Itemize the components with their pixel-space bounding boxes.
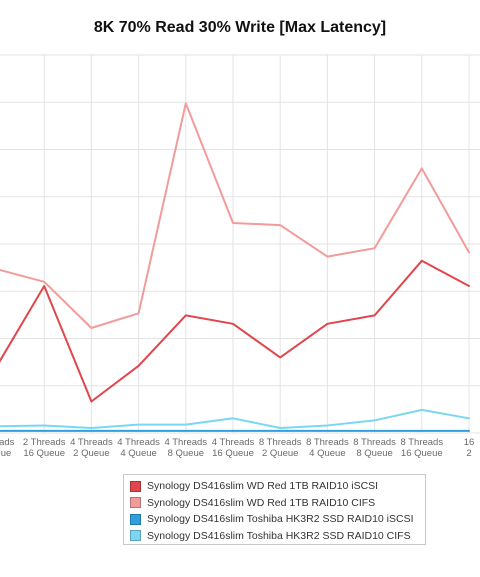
legend-label: Synology DS416slim Toshiba HK3R2 SSD RAI… (147, 513, 414, 526)
legend-label: Synology DS416slim WD Red 1TB RAID10 CIF… (147, 496, 376, 509)
chart-title: 8K 70% Read 30% Write [Max Latency] (93, 19, 387, 36)
x-tick-label: 8 Queue (168, 448, 204, 459)
x-tick-label: 4 Threads (70, 437, 113, 448)
legend-item[interactable]: Synology DS416slim WD Red 1TB RAID10 CIF… (130, 495, 425, 512)
x-tick-label: 16 Queue (23, 448, 65, 459)
x-tick-label: 8 Threads (306, 437, 349, 448)
x-tick-label: 4 Queue (120, 448, 156, 459)
x-tick-label: 16 (464, 437, 475, 448)
x-tick-label: 2 Threads (23, 437, 66, 448)
legend-label: Synology DS416slim Toshiba HK3R2 SSD RAI… (147, 529, 411, 542)
x-tick-label: 4 Threads (212, 437, 255, 448)
legend-item[interactable]: Synology DS416slim Toshiba HK3R2 SSD RAI… (130, 528, 425, 545)
legend-swatch (130, 513, 141, 525)
x-tick-label: 2 Queue (262, 448, 298, 459)
x-tick-label: 8 Threads (353, 437, 396, 448)
legend-label: Synology DS416slim WD Red 1TB RAID10 iSC… (147, 480, 379, 493)
legend-swatch (130, 497, 141, 509)
legend-swatch (130, 530, 141, 542)
series-line-4 (0, 408, 470, 429)
x-tick-label: 4 Threads (117, 437, 160, 448)
x-tick-label: 16 Queue (401, 448, 443, 459)
x-tick-label: 8 Threads (400, 437, 443, 448)
chart-legend: Synology DS416slim WD Red 1TB RAID10 iSC… (123, 474, 426, 545)
legend-swatch (130, 480, 141, 492)
x-tick-label: Queue (0, 448, 11, 459)
x-tick-label: 4 Queue (309, 448, 345, 459)
x-tick-label: 8 Threads (259, 437, 302, 448)
x-tick-label: 2 (466, 448, 471, 459)
legend-item[interactable]: Synology DS416slim Toshiba HK3R2 SSD RAI… (130, 511, 425, 528)
x-tick-label: 4 Threads (164, 437, 207, 448)
x-tick-label: 8 Queue (356, 448, 392, 459)
series-line-1 (0, 259, 470, 403)
x-tick-label: 2 Queue (73, 448, 109, 459)
x-tick-label: 16 Queue (212, 448, 254, 459)
series-line-2 (0, 102, 470, 329)
legend-item[interactable]: Synology DS416slim WD Red 1TB RAID10 iSC… (130, 478, 425, 495)
x-tick-label: Threads (0, 437, 15, 448)
